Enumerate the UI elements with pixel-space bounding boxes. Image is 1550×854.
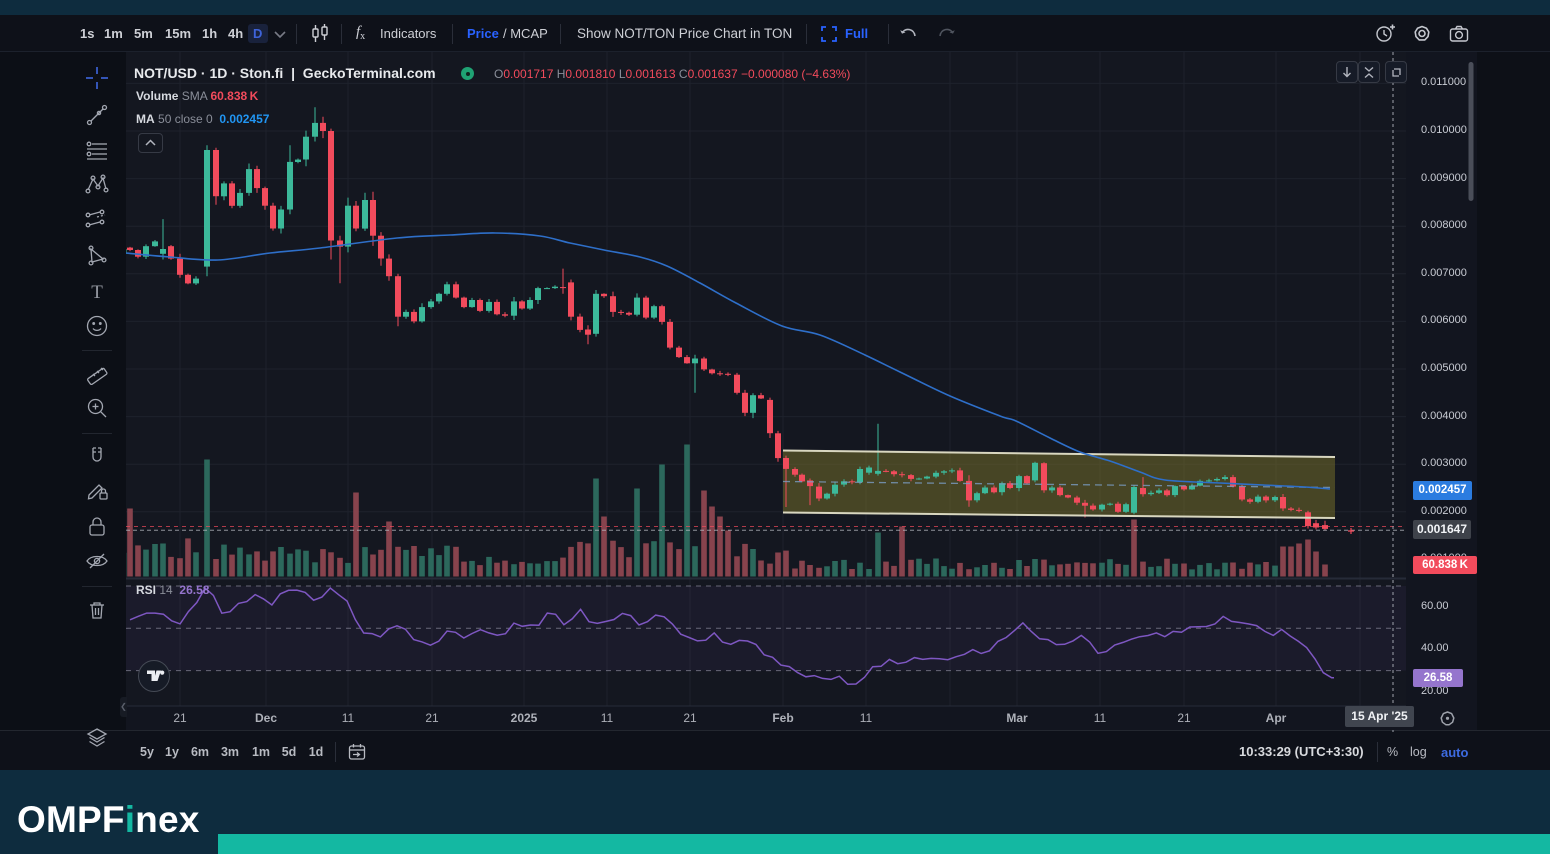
svg-text:T: T bbox=[91, 282, 103, 303]
